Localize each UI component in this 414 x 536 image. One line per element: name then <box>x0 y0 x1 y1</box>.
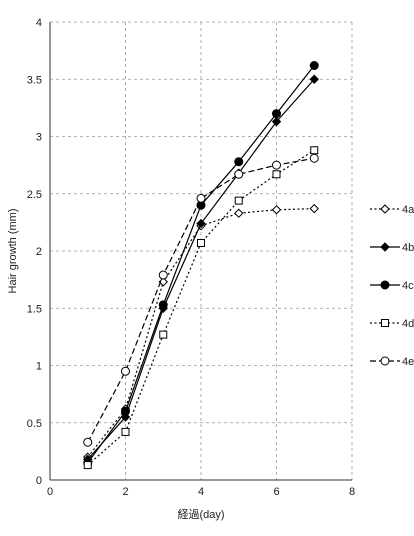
y-axis-label: Hair growth (mm) <box>7 209 19 294</box>
legend-item-4e: 4e <box>370 356 414 368</box>
y-tick-label: 0 <box>36 475 42 487</box>
data-point <box>272 170 281 179</box>
x-tick-labels: 0 2 4 6 8 <box>47 486 355 498</box>
legend-item-4a: 4a <box>370 204 414 216</box>
x-tick-label: 4 <box>198 486 204 498</box>
axes <box>49 22 352 481</box>
data-point <box>158 300 168 310</box>
data-point <box>271 205 282 215</box>
legend-marker <box>380 242 390 252</box>
x-tick-label: 8 <box>349 486 355 498</box>
legend-marker <box>380 204 390 214</box>
data-point <box>197 238 205 247</box>
y-tick-label: 1 <box>36 361 42 373</box>
legend-marker <box>381 319 389 327</box>
legend-label: 4b <box>402 242 414 254</box>
data-point <box>234 169 244 179</box>
legend-item-4d: 4d <box>370 318 414 330</box>
data-point <box>121 366 130 376</box>
data-point <box>196 218 206 229</box>
y-tick-label: 3.5 <box>27 74 42 86</box>
data-point <box>121 406 130 416</box>
y-tick-label: 3 <box>36 132 42 144</box>
x-tick-label: 0 <box>47 486 53 498</box>
data-point <box>83 437 93 447</box>
data-point <box>309 61 319 71</box>
data-point <box>309 74 319 84</box>
legend-label: 4c <box>402 280 414 292</box>
data-point <box>272 109 281 119</box>
grid-lines <box>50 21 353 480</box>
data-point <box>158 270 168 280</box>
data-point <box>234 208 244 218</box>
data-point <box>234 157 244 167</box>
legend-item-4b: 4b <box>370 242 414 254</box>
series-group <box>83 61 319 470</box>
data-point <box>272 160 281 170</box>
x-tick-label: 6 <box>273 486 279 498</box>
data-point <box>196 193 206 203</box>
legend-label: 4a <box>402 204 414 216</box>
data-point <box>310 146 319 155</box>
y-tick-labels: 0 0.5 1 1.5 2 2.5 3 3.5 4 <box>27 17 42 487</box>
data-point <box>234 196 243 205</box>
legend-item-4c: 4c <box>370 280 414 292</box>
data-point <box>309 153 319 163</box>
legend-marker <box>380 280 390 290</box>
y-tick-label: 1.5 <box>27 303 42 315</box>
legend-label: 4d <box>402 318 414 330</box>
data-point <box>309 203 319 214</box>
x-tick-label: 2 <box>122 486 128 498</box>
legend-marker <box>380 356 390 366</box>
y-tick-label: 4 <box>36 17 42 29</box>
legend: 4a 4b 4c 4d 4e <box>370 204 414 368</box>
x-axis-label: 経過(day) <box>177 508 224 521</box>
series-4e <box>83 153 319 447</box>
y-tick-label: 2 <box>36 246 42 258</box>
data-point <box>121 427 130 436</box>
y-tick-label: 0.5 <box>27 418 42 430</box>
data-point <box>271 116 282 127</box>
y-tick-label: 2.5 <box>27 189 42 201</box>
series-4d <box>83 146 319 470</box>
data-point <box>159 330 168 339</box>
legend-label: 4e <box>402 356 414 368</box>
data-point <box>158 277 168 287</box>
data-point <box>83 461 92 470</box>
